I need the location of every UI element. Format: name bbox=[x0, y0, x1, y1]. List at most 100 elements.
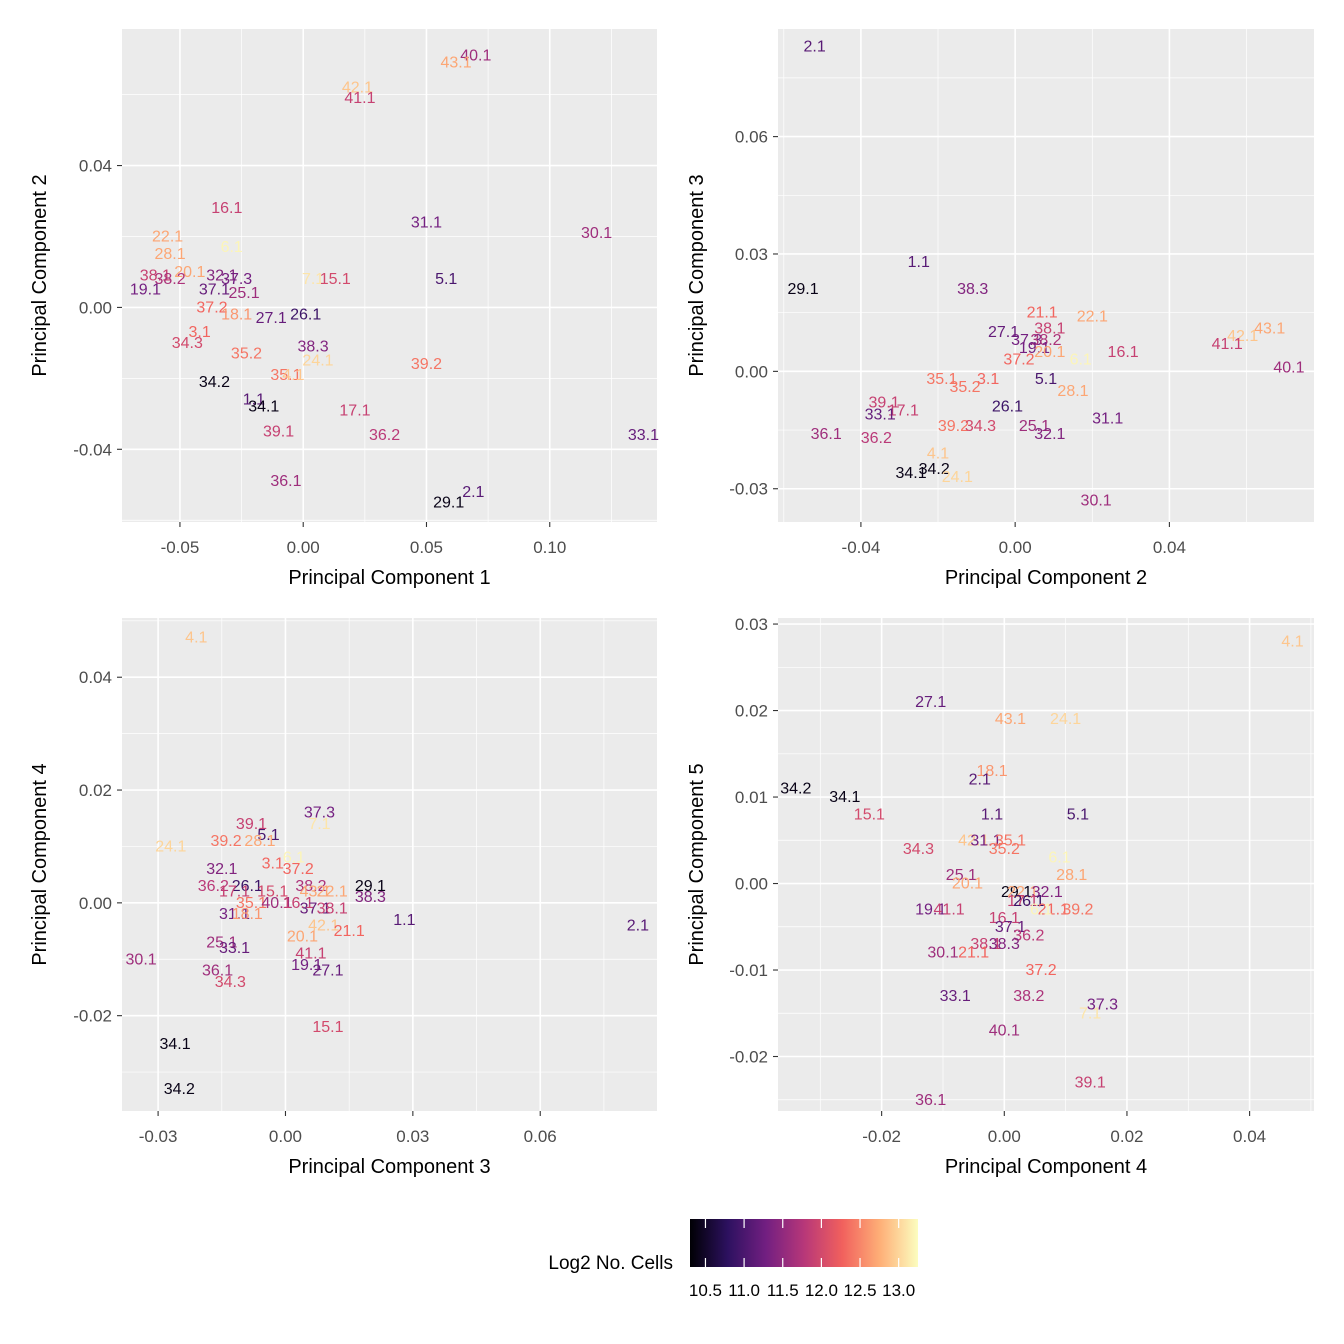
point-label: 37.2 bbox=[283, 861, 314, 878]
point-label: 7.1 bbox=[1079, 1005, 1101, 1022]
x-tick-label: 0.04 bbox=[1233, 1127, 1266, 1146]
point-label: 4.1 bbox=[282, 367, 304, 384]
point-label: 21.1 bbox=[958, 945, 989, 962]
point-label: 39.2 bbox=[411, 356, 442, 373]
point-label: 17.1 bbox=[888, 402, 919, 419]
point-label: 37.1 bbox=[300, 900, 331, 917]
y-tick-label: 0.00 bbox=[79, 298, 112, 317]
x-tick-label: -0.03 bbox=[139, 1127, 178, 1146]
x-tick-label: 0.00 bbox=[287, 538, 320, 557]
point-label: 40.1 bbox=[460, 48, 491, 65]
point-label: 36.2 bbox=[369, 427, 400, 444]
point-label: 38.3 bbox=[355, 889, 386, 906]
scatter-panel-3: -0.03 0.00 0.03 0.06 -0.02 0.00 0.02 0.04 Princi… bbox=[29, 618, 657, 1178]
y-axis-title: Principal Component 4 bbox=[29, 763, 51, 965]
point-label: 37.3 bbox=[1087, 997, 1118, 1014]
x-axis-title: Principal Component 2 bbox=[945, 567, 1147, 589]
point-label: 36.1 bbox=[811, 426, 842, 443]
point-label: 2.1 bbox=[804, 39, 826, 56]
point-label: 5.1 bbox=[1067, 806, 1089, 823]
point-label: 33.1 bbox=[865, 406, 896, 423]
point-label: 43.1 bbox=[995, 711, 1026, 728]
point-label: 16.1 bbox=[989, 910, 1020, 927]
point-label: 34.1 bbox=[160, 1036, 191, 1053]
legend-tick-label: 13.0 bbox=[882, 1281, 915, 1300]
point-label: 38.2 bbox=[1013, 988, 1044, 1005]
y-tick-label: -0.02 bbox=[73, 1007, 112, 1026]
point-label: 32.1 bbox=[206, 268, 237, 285]
y-tick-label: 0.00 bbox=[735, 875, 768, 894]
y-tick-label: -0.03 bbox=[729, 480, 768, 499]
point-label: 39.1 bbox=[236, 816, 267, 833]
point-label: 2.1 bbox=[462, 484, 484, 501]
point-label: 36.2 bbox=[1013, 927, 1044, 944]
point-label: 1.1 bbox=[393, 912, 415, 929]
point-label: 25.1 bbox=[206, 934, 237, 951]
point-label: 37.3 bbox=[304, 805, 335, 822]
point-label: 20.1 bbox=[287, 929, 318, 946]
point-label: 30.1 bbox=[581, 225, 612, 242]
point-label: 37.1 bbox=[199, 282, 230, 299]
point-label: 36.1 bbox=[915, 1092, 946, 1109]
point-label: 29.1 bbox=[787, 281, 818, 298]
x-axis-title: Principal Component 1 bbox=[288, 567, 490, 589]
x-tick-label: 0.00 bbox=[988, 1127, 1021, 1146]
point-label: 41.1 bbox=[295, 946, 326, 963]
point-label: 18.1 bbox=[221, 307, 252, 324]
point-label: 6.1 bbox=[1030, 901, 1052, 918]
point-label: 37.3 bbox=[221, 271, 252, 288]
y-axis-title: Principal Component 5 bbox=[686, 763, 708, 965]
y-tick-label: 0.02 bbox=[79, 781, 112, 800]
point-label: 17.1 bbox=[1007, 893, 1038, 910]
point-label: 24.1 bbox=[155, 838, 186, 855]
point-label: 35.2 bbox=[949, 379, 980, 396]
point-label: 42.1 bbox=[308, 917, 339, 934]
point-label: 6.1 bbox=[1048, 850, 1070, 867]
point-label: 36.2 bbox=[198, 878, 229, 895]
point-label: 29.1 bbox=[1001, 884, 1032, 901]
y-tick-label: -0.04 bbox=[73, 440, 112, 459]
point-label: 38.2 bbox=[295, 878, 326, 895]
legend-tick-label: 11.0 bbox=[728, 1281, 760, 1300]
point-label: 18.1 bbox=[976, 763, 1007, 780]
point-label: 26.1 bbox=[232, 878, 263, 895]
point-label: 34.1 bbox=[895, 465, 926, 482]
point-label: 5.1 bbox=[435, 271, 457, 288]
x-tick-label: 0.03 bbox=[396, 1127, 429, 1146]
x-tick-label: -0.05 bbox=[161, 538, 200, 557]
legend-tick-label: 12.5 bbox=[843, 1281, 876, 1300]
point-label: 17.1 bbox=[339, 402, 370, 419]
point-label: 34.2 bbox=[919, 461, 950, 478]
point-label: 34.3 bbox=[215, 974, 246, 991]
point-label: 38.2 bbox=[155, 271, 186, 288]
point-label: 38.2 bbox=[1030, 332, 1061, 349]
x-tick-label: 0.00 bbox=[999, 538, 1032, 557]
point-label: 20.1 bbox=[952, 876, 983, 893]
point-label: 1.1 bbox=[243, 392, 265, 409]
point-label: 32.1 bbox=[1034, 426, 1065, 443]
point-label: 16.1 bbox=[283, 895, 314, 912]
point-label: 43.1 bbox=[1254, 320, 1285, 337]
x-tick-label: 0.00 bbox=[269, 1127, 302, 1146]
point-label: 39.2 bbox=[1062, 901, 1093, 918]
point-label: 3.1 bbox=[189, 324, 211, 341]
y-tick-label: 0.00 bbox=[735, 362, 768, 381]
point-label: 17.1 bbox=[219, 884, 250, 901]
point-label: 39.2 bbox=[938, 418, 969, 435]
point-label: 24.1 bbox=[942, 469, 973, 486]
point-label: 22.1 bbox=[1077, 309, 1108, 326]
x-tick-label: 0.05 bbox=[410, 538, 443, 557]
point-label: 33.1 bbox=[940, 988, 971, 1005]
point-label: 35.1 bbox=[236, 895, 267, 912]
point-label: 31.1 bbox=[411, 214, 442, 231]
point-label: 30.1 bbox=[1081, 492, 1112, 509]
point-label: 21.1 bbox=[1038, 901, 1069, 918]
x-tick-label: -0.02 bbox=[862, 1127, 901, 1146]
point-label: 15.1 bbox=[312, 1019, 343, 1036]
point-label: 27.1 bbox=[988, 324, 1019, 341]
y-tick-label: 0.00 bbox=[79, 894, 112, 913]
y-tick-label: 0.03 bbox=[735, 245, 768, 264]
y-tick-label: 0.06 bbox=[735, 128, 768, 147]
point-label: 7.1 bbox=[308, 816, 330, 833]
panel-background bbox=[778, 29, 1314, 522]
